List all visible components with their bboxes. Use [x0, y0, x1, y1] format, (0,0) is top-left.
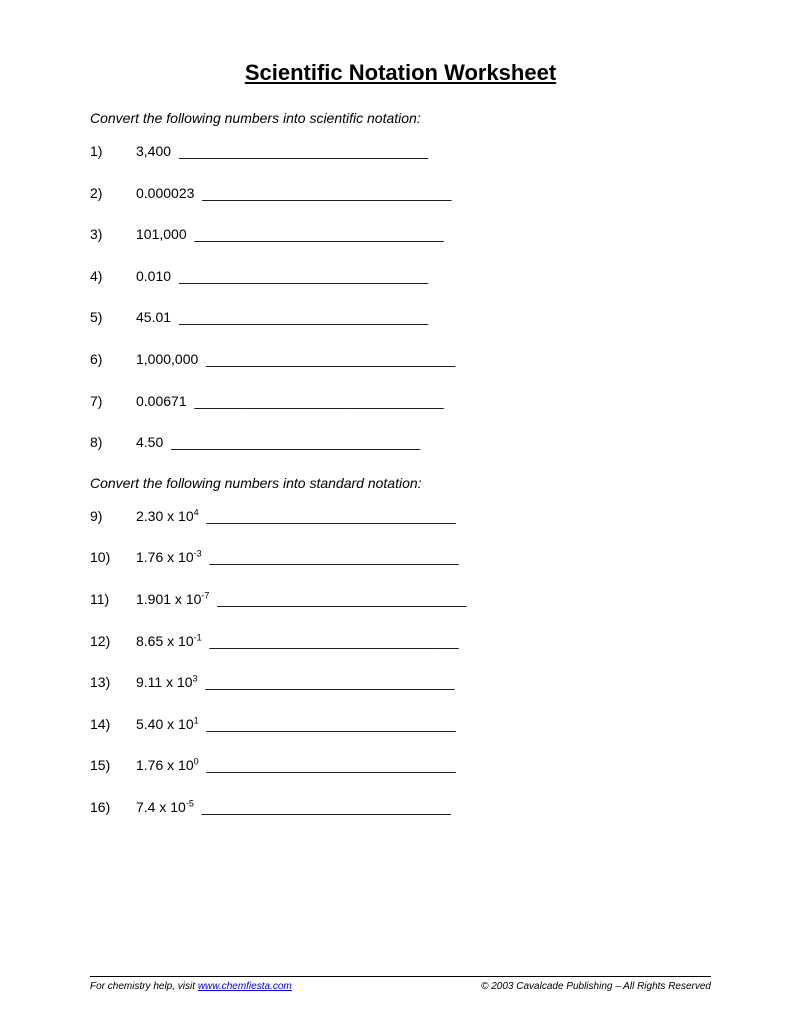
answer-blank: ________________________________ [179, 268, 428, 284]
answer-blank: ________________________________ [195, 226, 444, 242]
problem-value: 0.00671 ________________________________ [136, 392, 444, 412]
section2-instruction: Convert the following numbers into stand… [90, 475, 711, 491]
problem-value: 101,000 ________________________________ [136, 225, 444, 245]
answer-blank: ________________________________ [207, 716, 456, 732]
problem-number: 9) [90, 507, 136, 527]
answer-blank: ________________________________ [195, 393, 444, 409]
page-title: Scientific Notation Worksheet [90, 60, 711, 86]
footer-help-prefix: For chemistry help, visit [90, 981, 198, 992]
answer-blank: ________________________________ [210, 549, 459, 565]
problem-value: 4.50 ________________________________ [136, 433, 420, 453]
page-footer: For chemistry help, visit www.chemfiesta… [90, 976, 711, 992]
answer-blank: ________________________________ [202, 185, 451, 201]
problem-number: 14) [90, 715, 136, 735]
problem-row: 11)1.901 x 10-7 ________________________… [90, 590, 711, 610]
answer-blank: ________________________________ [217, 591, 466, 607]
problem-value: 7.4 x 10-5 _____________________________… [136, 798, 451, 818]
problem-row: 3)101,000 ______________________________… [90, 225, 711, 245]
problem-value: 1,000,000 ______________________________… [136, 350, 455, 370]
problem-number: 7) [90, 392, 136, 412]
problem-number: 10) [90, 548, 136, 568]
problem-value: 1.76 x 100 _____________________________… [136, 756, 456, 776]
problem-row: 1)3,400 ________________________________ [90, 142, 711, 162]
problem-row: 9)2.30 x 104 ___________________________… [90, 507, 711, 527]
problem-row: 5)45.01 ________________________________ [90, 308, 711, 328]
problem-value: 5.40 x 101 _____________________________… [136, 715, 456, 735]
problem-row: 15)1.76 x 100 __________________________… [90, 756, 711, 776]
problem-number: 13) [90, 673, 136, 693]
problem-row: 4)0.010 ________________________________ [90, 267, 711, 287]
problem-number: 1) [90, 142, 136, 162]
problem-number: 16) [90, 798, 136, 818]
problem-value: 1.901 x 10-7 ___________________________… [136, 590, 466, 610]
footer-help-link[interactable]: www.chemfiesta.com [198, 981, 292, 992]
problem-row: 7)0.00671 ______________________________… [90, 392, 711, 412]
problem-number: 6) [90, 350, 136, 370]
answer-blank: ________________________________ [210, 633, 459, 649]
problem-number: 12) [90, 632, 136, 652]
footer-copyright: © 2003 Cavalcade Publishing – All Rights… [481, 981, 711, 992]
problem-number: 11) [90, 590, 136, 610]
answer-blank: ________________________________ [202, 799, 451, 815]
answer-blank: ________________________________ [207, 508, 456, 524]
problem-value: 1.76 x 10-3 ____________________________… [136, 548, 459, 568]
answer-blank: ________________________________ [171, 434, 420, 450]
section1-problems: 1)3,400 ________________________________… [90, 142, 711, 453]
problem-number: 8) [90, 433, 136, 453]
problem-number: 3) [90, 225, 136, 245]
answer-blank: ________________________________ [179, 143, 428, 159]
worksheet-page: Scientific Notation Worksheet Convert th… [0, 0, 791, 818]
problem-number: 2) [90, 184, 136, 204]
problem-row: 13)9.11 x 103 __________________________… [90, 673, 711, 693]
problem-row: 8)4.50 ________________________________ [90, 433, 711, 453]
problem-row: 16)7.4 x 10-5 __________________________… [90, 798, 711, 818]
answer-blank: ________________________________ [205, 674, 454, 690]
problem-value: 2.30 x 104 _____________________________… [136, 507, 456, 527]
answer-blank: ________________________________ [179, 309, 428, 325]
problem-row: 2)0.000023 _____________________________… [90, 184, 711, 204]
section2-problems: 9)2.30 x 104 ___________________________… [90, 507, 711, 818]
problem-value: 8.65 x 10-1 ____________________________… [136, 632, 459, 652]
answer-blank: ________________________________ [207, 757, 456, 773]
problem-row: 12)8.65 x 10-1 _________________________… [90, 632, 711, 652]
section1-instruction: Convert the following numbers into scien… [90, 110, 711, 126]
problem-number: 4) [90, 267, 136, 287]
problem-value: 0.010 ________________________________ [136, 267, 428, 287]
problem-value: 3,400 ________________________________ [136, 142, 428, 162]
problem-row: 10)1.76 x 10-3 _________________________… [90, 548, 711, 568]
footer-help: For chemistry help, visit www.chemfiesta… [90, 981, 292, 992]
problem-value: 45.01 ________________________________ [136, 308, 428, 328]
problem-value: 0.000023 _______________________________… [136, 184, 451, 204]
problem-row: 14)5.40 x 101 __________________________… [90, 715, 711, 735]
problem-number: 5) [90, 308, 136, 328]
problem-value: 9.11 x 103 _____________________________… [136, 673, 455, 693]
problem-number: 15) [90, 756, 136, 776]
problem-row: 6)1,000,000 ____________________________… [90, 350, 711, 370]
answer-blank: ________________________________ [206, 351, 455, 367]
